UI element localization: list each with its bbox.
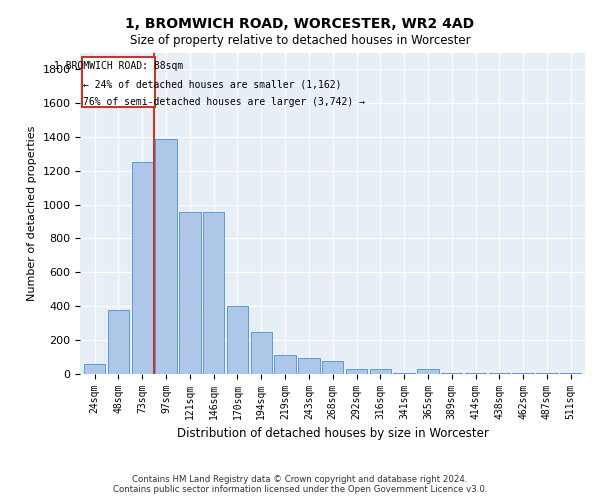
Text: Contains HM Land Registry data © Crown copyright and database right 2024.
Contai: Contains HM Land Registry data © Crown c… [113, 474, 487, 494]
Bar [488, 373, 510, 374]
Bar [441, 373, 463, 374]
Bar [251, 332, 272, 374]
Bar [536, 373, 557, 374]
Bar [227, 306, 248, 374]
Bar [179, 212, 200, 374]
Bar [108, 310, 129, 374]
Bar [560, 373, 581, 374]
Bar [274, 355, 296, 374]
Text: Size of property relative to detached houses in Worcester: Size of property relative to detached ho… [130, 34, 470, 47]
Bar [131, 162, 153, 374]
Text: 76% of semi-detached houses are larger (3,742) →: 76% of semi-detached houses are larger (… [83, 96, 365, 106]
FancyBboxPatch shape [82, 56, 155, 108]
Bar [322, 361, 343, 374]
Bar [203, 212, 224, 374]
Y-axis label: Number of detached properties: Number of detached properties [27, 126, 37, 301]
Bar [465, 373, 486, 374]
X-axis label: Distribution of detached houses by size in Worcester: Distribution of detached houses by size … [177, 427, 488, 440]
Bar [370, 370, 391, 374]
Bar [155, 138, 177, 374]
Text: 1 BROMWICH ROAD: 88sqm: 1 BROMWICH ROAD: 88sqm [54, 61, 183, 71]
Text: ← 24% of detached houses are smaller (1,162): ← 24% of detached houses are smaller (1,… [83, 80, 342, 90]
Bar [394, 373, 415, 374]
Bar [346, 368, 367, 374]
Bar [298, 358, 320, 374]
Bar [417, 370, 439, 374]
Bar [512, 373, 534, 374]
Bar [84, 364, 106, 374]
Text: 1, BROMWICH ROAD, WORCESTER, WR2 4AD: 1, BROMWICH ROAD, WORCESTER, WR2 4AD [125, 18, 475, 32]
